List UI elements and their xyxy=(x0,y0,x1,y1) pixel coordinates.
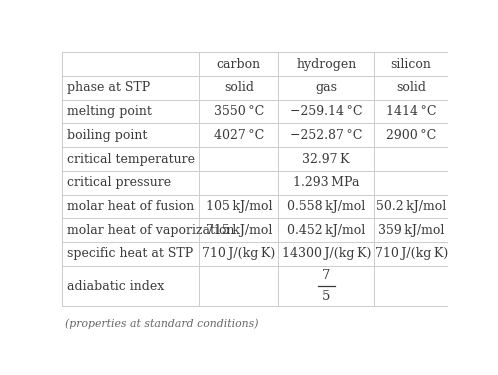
Text: 1414 °C: 1414 °C xyxy=(386,105,436,118)
Text: 105 kJ/mol: 105 kJ/mol xyxy=(206,200,272,213)
Text: −252.87 °C: −252.87 °C xyxy=(290,129,363,142)
Text: hydrogen: hydrogen xyxy=(296,58,357,70)
Text: solid: solid xyxy=(224,81,254,94)
Text: solid: solid xyxy=(396,81,426,94)
Text: (properties at standard conditions): (properties at standard conditions) xyxy=(65,318,259,328)
Text: 710 J/(kg K): 710 J/(kg K) xyxy=(202,248,275,261)
Text: molar heat of vaporization: molar heat of vaporization xyxy=(67,224,235,237)
Text: −259.14 °C: −259.14 °C xyxy=(290,105,363,118)
Text: 32.97 K: 32.97 K xyxy=(302,153,350,165)
Text: critical temperature: critical temperature xyxy=(67,153,195,165)
Text: 50.2 kJ/mol: 50.2 kJ/mol xyxy=(376,200,446,213)
Text: 1.293 MPa: 1.293 MPa xyxy=(293,176,360,189)
Text: silicon: silicon xyxy=(391,58,432,70)
Text: boiling point: boiling point xyxy=(67,129,147,142)
Text: 3550 °C: 3550 °C xyxy=(214,105,264,118)
Text: 0.452 kJ/mol: 0.452 kJ/mol xyxy=(287,224,366,237)
Text: 4027 °C: 4027 °C xyxy=(214,129,264,142)
Text: 7: 7 xyxy=(322,269,331,282)
Text: 710 J/(kg K): 710 J/(kg K) xyxy=(374,248,448,261)
Text: phase at STP: phase at STP xyxy=(67,81,150,94)
Text: 5: 5 xyxy=(322,290,331,303)
Text: 0.558 kJ/mol: 0.558 kJ/mol xyxy=(287,200,366,213)
Text: 14300 J/(kg K): 14300 J/(kg K) xyxy=(281,248,371,261)
Text: molar heat of fusion: molar heat of fusion xyxy=(67,200,195,213)
Text: melting point: melting point xyxy=(67,105,152,118)
Text: 715 kJ/mol: 715 kJ/mol xyxy=(206,224,272,237)
Text: specific heat at STP: specific heat at STP xyxy=(67,248,194,261)
Text: 359 kJ/mol: 359 kJ/mol xyxy=(378,224,444,237)
Text: gas: gas xyxy=(315,81,337,94)
Text: carbon: carbon xyxy=(217,58,261,70)
Text: critical pressure: critical pressure xyxy=(67,176,171,189)
Text: adiabatic index: adiabatic index xyxy=(67,280,164,292)
Text: 2900 °C: 2900 °C xyxy=(386,129,436,142)
